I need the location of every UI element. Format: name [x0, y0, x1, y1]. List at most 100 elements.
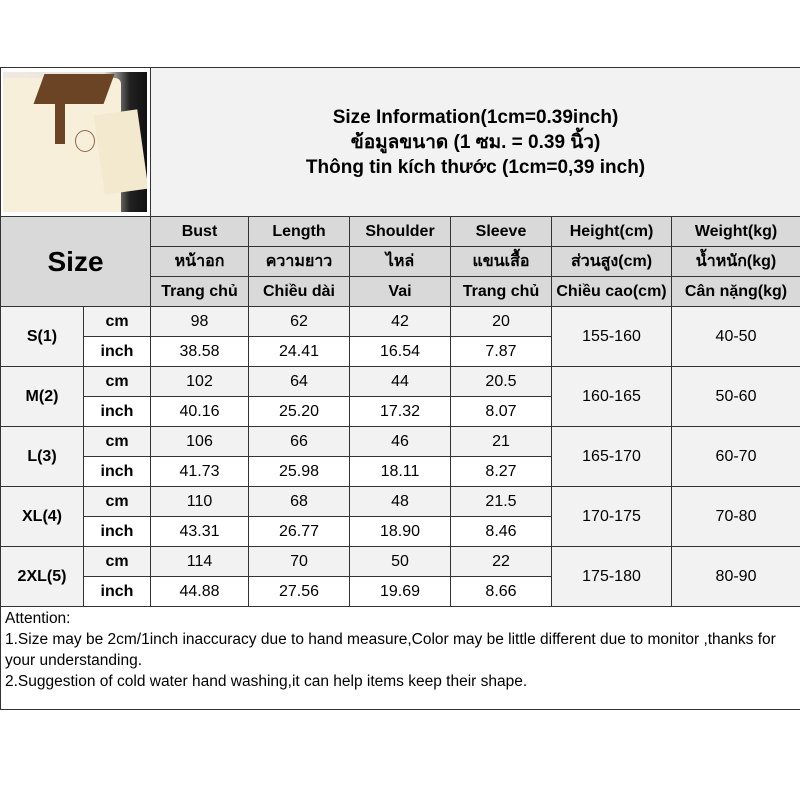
table-row: M(2) cm 102 64 44 20.5 160-165 50-60: [0, 366, 800, 427]
attention-heading: Attention:: [5, 610, 71, 627]
measurement-cell: 41.73: [150, 456, 249, 487]
measurement-cell: 8.46: [450, 516, 552, 547]
column-header-th: ไหล่: [349, 246, 451, 277]
title-cell: Size Information(1cm=0.39inch) ข้อมูลขนา…: [149, 67, 800, 217]
unit-label: cm: [83, 546, 151, 577]
measurement-cell: 20: [450, 306, 552, 337]
column-header-en: Bust: [150, 216, 249, 247]
title-english: Size Information(1cm=0.39inch): [332, 106, 619, 128]
unit-label: inch: [83, 576, 151, 607]
measurement-cell: 8.07: [450, 396, 552, 427]
size-table: Size Information(1cm=0.39inch) ข้อมูลขนา…: [0, 67, 800, 710]
measurement-cell: 42: [349, 306, 451, 337]
column-header-en: Shoulder: [349, 216, 451, 247]
measurement-cell: 46: [349, 426, 451, 457]
measurement-cell: 102: [150, 366, 249, 397]
column-header-th: น้ำหนัก(kg): [670, 246, 800, 277]
measurement-cell: 114: [150, 546, 249, 577]
weight-range: 40-50: [670, 306, 800, 367]
height-range: 170-175: [551, 486, 672, 547]
measurement-cell: 62: [248, 306, 350, 337]
column-header-th: ส่วนสูง(cm): [551, 246, 672, 277]
measurement-cell: 22: [450, 546, 552, 577]
table-row: inch 43.31 26.77 18.90 8.46: [1, 516, 800, 547]
column-header-en: Weight(kg): [670, 216, 800, 247]
unit-label: inch: [83, 396, 151, 427]
measurement-cell: 44: [349, 366, 451, 397]
table-row: L(3) cm 106 66 46 21 165-170 60-70: [0, 426, 800, 487]
column-header-vi: Chiều cao(cm): [551, 276, 672, 307]
attention-notes: Attention: 1.Size may be 2cm/1inch inacc…: [0, 606, 800, 710]
measurement-cell: 40.16: [150, 396, 249, 427]
measurement-cell: 20.5: [450, 366, 552, 397]
size-chart: Size Information(1cm=0.39inch) ข้อมูลขนา…: [0, 67, 800, 710]
weight-range: 70-80: [670, 486, 800, 547]
weight-range: 50-60: [670, 366, 800, 427]
column-header-vi: Chiều dài: [248, 276, 350, 307]
measurement-cell: 106: [150, 426, 249, 457]
measurement-cell: 21: [450, 426, 552, 457]
column-header-vi: Trang chủ: [150, 276, 249, 307]
measurement-cell: 24.41: [248, 336, 350, 367]
size-label: 2XL(5): [0, 546, 84, 607]
polo-shirt-image: [3, 72, 147, 212]
unit-label: inch: [83, 456, 151, 487]
size-label: S(1): [0, 306, 84, 367]
column-header-en: Sleeve: [450, 216, 552, 247]
size-label: XL(4): [0, 486, 84, 547]
measurement-cell: 110: [150, 486, 249, 517]
attention-line-2: 2.Suggestion of cold water hand washing,…: [5, 673, 528, 690]
unit-label: cm: [83, 366, 151, 397]
measurement-cell: 16.54: [349, 336, 451, 367]
height-range: 165-170: [551, 426, 672, 487]
measurement-cell: 19.69: [349, 576, 451, 607]
title-vietnamese: Thông tin kích thước (1cm=0,39 inch): [305, 156, 646, 178]
column-header-vi: Vai: [349, 276, 451, 307]
table-row: inch 41.73 25.98 18.11 8.27: [1, 456, 800, 487]
title-thai: ข้อมูลขนาด (1 ซม. = 0.39 นิ้ว): [350, 131, 601, 153]
measurement-cell: 44.88: [150, 576, 249, 607]
measurement-cell: 25.20: [248, 396, 350, 427]
unit-label: inch: [83, 336, 151, 367]
measurement-cell: 18.11: [349, 456, 451, 487]
measurement-cell: 27.56: [248, 576, 350, 607]
table-row: inch 44.88 27.56 19.69 8.66: [1, 576, 800, 607]
table-row: XL(4) cm 110 68 48 21.5 170-175 70-80: [0, 486, 800, 547]
measurement-cell: 50: [349, 546, 451, 577]
bear-embroidery-icon: [75, 130, 95, 152]
column-header-th: ความยาว: [248, 246, 350, 277]
measurement-cell: 18.90: [349, 516, 451, 547]
column-header-th: หน้าอก: [150, 246, 249, 277]
measurement-cell: 70: [248, 546, 350, 577]
attention-line-1: 1.Size may be 2cm/1inch inaccuracy due t…: [5, 631, 776, 669]
measurement-cell: 7.87: [450, 336, 552, 367]
unit-label: cm: [83, 486, 151, 517]
measurement-cell: 48: [349, 486, 451, 517]
weight-range: 80-90: [670, 546, 800, 607]
product-image-cell: [0, 67, 151, 217]
size-header: Size: [0, 216, 151, 307]
column-header-vi: Cân nặng(kg): [670, 276, 800, 307]
unit-label: cm: [83, 426, 151, 457]
column-header-th: แขนเสื้อ: [450, 246, 552, 277]
measurement-cell: 26.77: [248, 516, 350, 547]
measurement-cell: 66: [248, 426, 350, 457]
measurement-cell: 38.58: [150, 336, 249, 367]
measurement-cell: 43.31: [150, 516, 249, 547]
unit-label: cm: [83, 306, 151, 337]
column-header-en: Length: [248, 216, 350, 247]
size-label: M(2): [0, 366, 84, 427]
table-row: S(1) cm 98 62 42 20 155-160 40-50: [0, 306, 800, 367]
measurement-cell: 17.32: [349, 396, 451, 427]
measurement-cell: 8.27: [450, 456, 552, 487]
measurement-cell: 68: [248, 486, 350, 517]
measurement-cell: 98: [150, 306, 249, 337]
table-row: inch 38.58 24.41 16.54 7.87: [1, 336, 800, 367]
measurement-cell: 8.66: [450, 576, 552, 607]
measurement-cell: 25.98: [248, 456, 350, 487]
measurement-cell: 64: [248, 366, 350, 397]
table-row: 2XL(5) cm 114 70 50 22 175-180 80-90: [0, 546, 800, 607]
height-range: 155-160: [551, 306, 672, 367]
table-row: inch 40.16 25.20 17.32 8.07: [1, 396, 800, 427]
column-header-vi: Trang chủ: [450, 276, 552, 307]
